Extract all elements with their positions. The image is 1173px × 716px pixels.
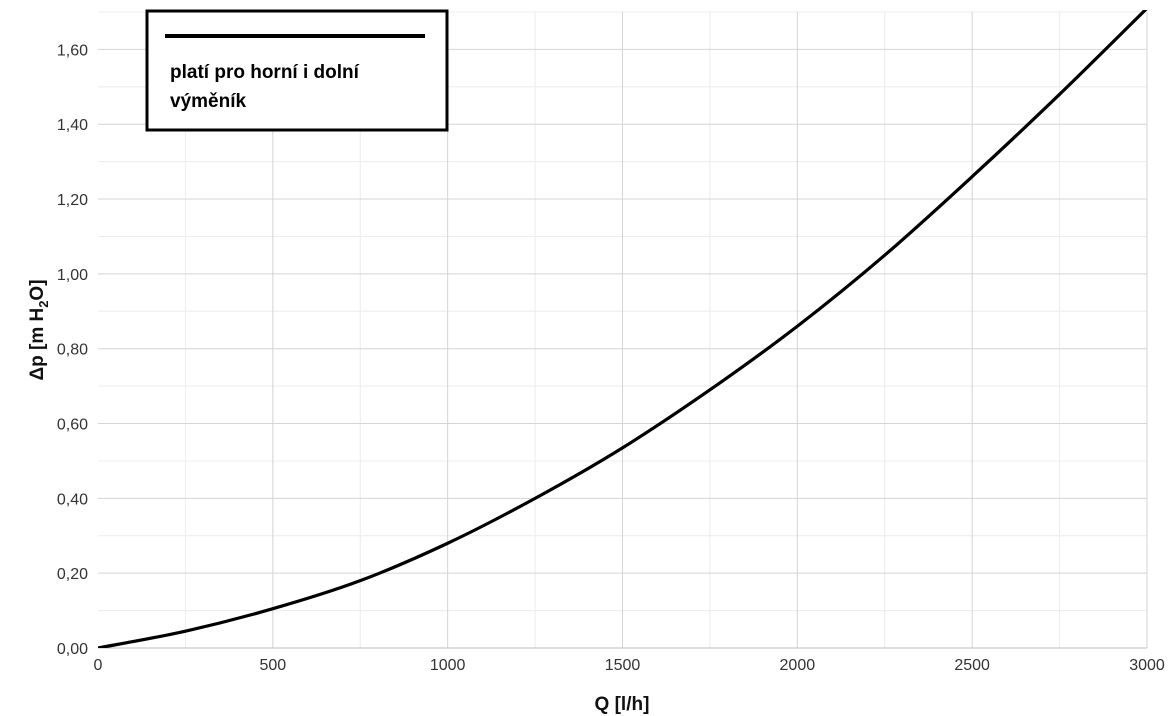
legend: platí pro horní i dolní výměník [145, 9, 449, 132]
y-tick-label: 0,40 [57, 491, 88, 508]
y-axis-title: Δp [m H2O] [27, 279, 51, 380]
series-line [98, 10, 1148, 648]
major-grid [98, 12, 1148, 648]
legend-box [145, 9, 449, 132]
y-tick-label: 1,20 [57, 192, 88, 209]
y-tick-label: 0,80 [57, 342, 88, 359]
x-tick-label: 2500 [954, 657, 990, 674]
x-tick-label: 3000 [1129, 657, 1165, 674]
y-tick-label: 1,40 [57, 117, 88, 134]
x-axis-ticks: 0 500 1000 1500 2000 2500 3000 [94, 657, 1165, 674]
legend-text-line-1: platí pro horní i dolní [170, 62, 360, 83]
y-tick-label: 1,60 [57, 42, 88, 59]
x-tick-label: 500 [259, 657, 286, 674]
x-tick-label: 2000 [780, 657, 816, 674]
x-tick-label: 1000 [430, 657, 466, 674]
y-axis-title-subscript: 2 [36, 301, 51, 308]
y-tick-label: 0,00 [57, 641, 88, 658]
x-tick-label: 1500 [605, 657, 641, 674]
y-tick-label: 1,00 [57, 267, 88, 284]
y-axis-ticks: 0,00 0,20 0,40 0,60 0,80 1,00 1,20 1,40 1,60 [57, 42, 88, 658]
x-tick-label: 0 [94, 657, 103, 674]
y-axis-title-suffix: O] [27, 279, 48, 300]
x-axis-title: Q [l/h] [595, 694, 650, 715]
legend-text-line-2: výměník [170, 91, 246, 112]
y-tick-label: 0,60 [57, 417, 88, 434]
y-tick-label: 0,20 [57, 566, 88, 583]
y-axis-title-prefix: Δp [m H [27, 308, 48, 381]
